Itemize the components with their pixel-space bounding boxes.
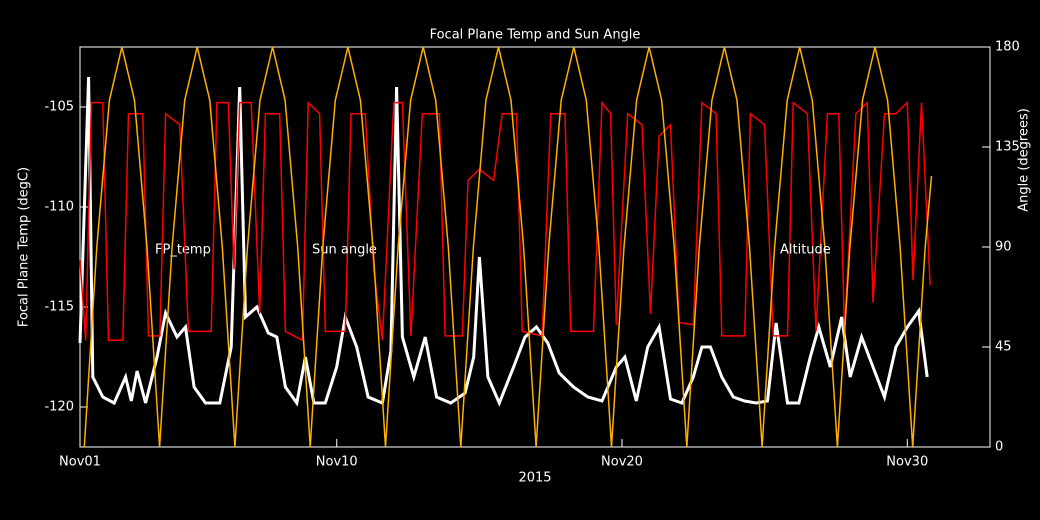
chart-title: Focal Plane Temp and Sun Angle (430, 28, 641, 43)
y-tick-label: -115 (44, 300, 74, 315)
y-tick-label: -105 (44, 100, 74, 115)
y2-tick-label: 0 (995, 440, 1003, 455)
y-axis-label: Focal Plane Temp (degC) (17, 167, 32, 327)
x-tick-label: Nov01 (59, 455, 101, 470)
x-axis-label: 2015 (518, 471, 551, 486)
x-tick-label: Nov10 (316, 455, 358, 470)
series-label: FP_temp (155, 243, 211, 258)
x-tick-label: Nov30 (886, 455, 928, 470)
series-line (79, 100, 931, 342)
y2-tick-label: 45 (995, 340, 1012, 355)
series-line (78, 76, 929, 407)
y2-tick-label: 135 (995, 140, 1020, 155)
series-label: Altitude (780, 243, 831, 258)
y-tick-label: -120 (44, 400, 74, 415)
y2-tick-label: 90 (995, 240, 1012, 255)
y2-axis-label: Angle (degrees) (1017, 108, 1032, 212)
series-line (83, 46, 933, 448)
y2-tick-label: 180 (995, 40, 1020, 55)
y-tick-label: -110 (44, 200, 74, 215)
series-label: Sun angle (312, 243, 377, 258)
x-tick-label: Nov20 (601, 455, 643, 470)
